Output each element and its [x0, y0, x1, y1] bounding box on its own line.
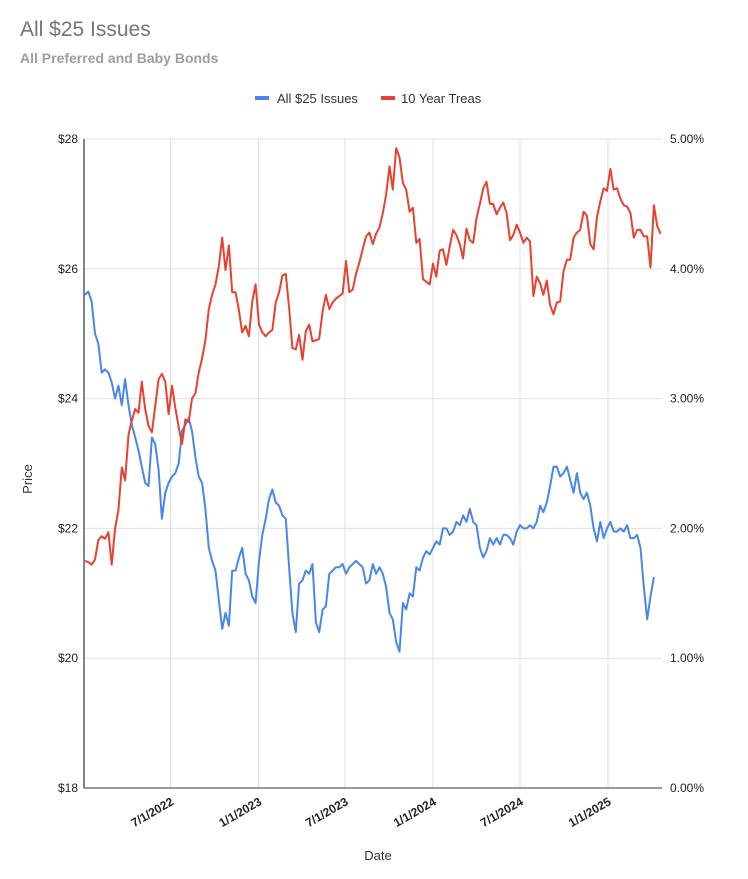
x-tick-label: 7/1/2024 — [478, 794, 526, 830]
y-axis-title: Price — [20, 464, 35, 494]
legend-swatch-series-0 — [255, 96, 269, 100]
chart-subtitle: All Preferred and Baby Bonds — [20, 50, 219, 66]
y-tick-label-left: $28 — [58, 132, 78, 146]
x-tick-label: 1/1/2025 — [566, 794, 614, 830]
chart-title: All $25 Issues — [20, 18, 151, 41]
legend-swatch-series-1 — [381, 96, 395, 100]
legend-label-series-0: All $25 Issues — [277, 91, 358, 106]
gridlines — [84, 138, 662, 789]
y-tick-label-right: 2.00% — [670, 521, 704, 535]
y-tick-label-left: $20 — [58, 651, 78, 665]
y-tick-label-left: $18 — [58, 781, 78, 795]
x-tick-label: 1/1/2024 — [391, 794, 439, 830]
y-tick-label-right: 1.00% — [670, 651, 704, 665]
x-tick-label: 1/1/2023 — [217, 794, 265, 830]
series-line-1 — [84, 147, 662, 566]
legend: All $25 Issues 10 Year Treas — [255, 91, 482, 106]
y-tick-label-right: 0.00% — [670, 781, 704, 795]
y-tick-label-right: 3.00% — [670, 392, 704, 406]
legend-label-series-1: 10 Year Treas — [401, 91, 482, 106]
axes: $18 $20 $22 $24 $26 $28 0.00% 1.00% 2.00% 3.00% 4.… — [58, 132, 704, 830]
x-axis-title: Date — [364, 848, 391, 863]
y-tick-label-left: $24 — [58, 392, 78, 406]
y-tick-label-right: 5.00% — [670, 132, 704, 146]
x-tick-label: 7/1/2023 — [303, 794, 351, 830]
y-tick-label-left: $26 — [58, 262, 78, 276]
x-tick-label: 7/1/2022 — [129, 794, 177, 830]
y-tick-label-left: $22 — [58, 521, 78, 535]
series-lines — [84, 147, 662, 653]
y-tick-label-right: 4.00% — [670, 262, 704, 276]
series-line-0 — [84, 290, 655, 653]
